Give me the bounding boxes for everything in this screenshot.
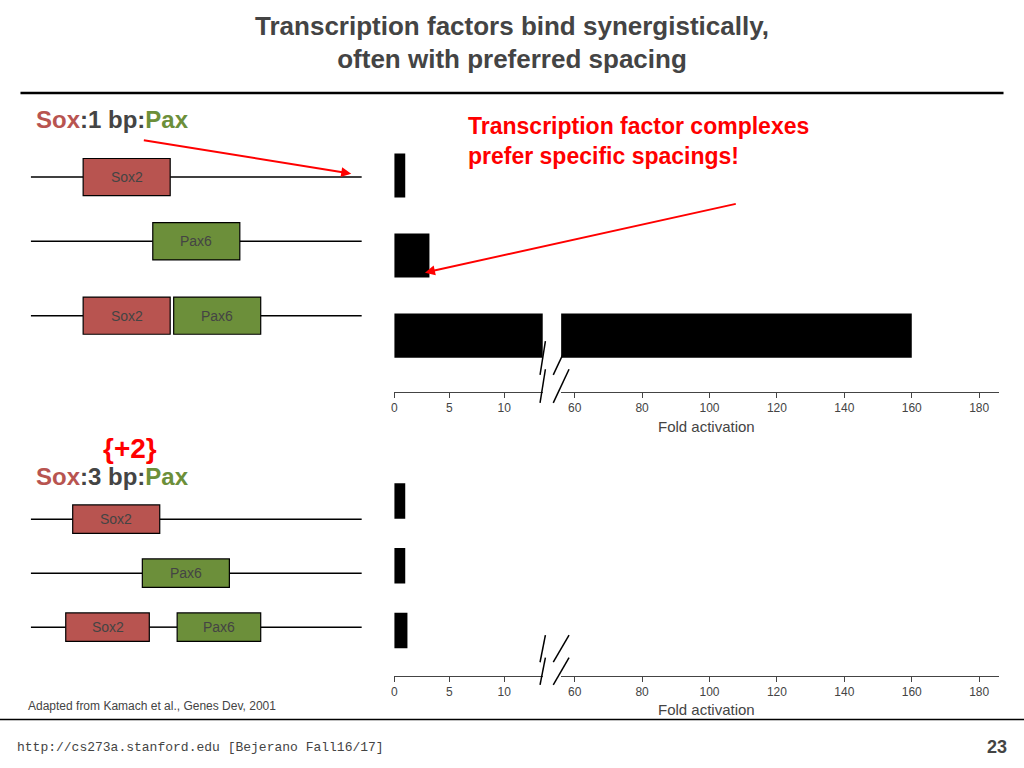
svg-text:Pax6: Pax6	[203, 619, 235, 635]
svg-text:Transcription factor complexes: Transcription factor complexesprefer spe…	[468, 113, 809, 169]
svg-text:180: 180	[969, 401, 989, 415]
svg-text:Fold activation: Fold activation	[658, 701, 755, 718]
svg-text:0: 0	[391, 401, 398, 415]
svg-text:160: 160	[902, 401, 922, 415]
svg-text:Sox:3 bp:Pax: Sox:3 bp:Pax	[36, 463, 189, 490]
svg-text:140: 140	[834, 401, 854, 415]
svg-text:180: 180	[969, 685, 989, 699]
svg-text:23: 23	[987, 737, 1007, 757]
svg-text:Adapted from Kamach et al., Ge: Adapted from Kamach et al., Genes Dev, 2…	[28, 699, 276, 713]
svg-text:Pax6: Pax6	[201, 308, 233, 324]
svg-text:5: 5	[446, 685, 453, 699]
svg-text:60: 60	[568, 685, 582, 699]
svg-text:120: 120	[767, 685, 787, 699]
svg-text:Sox2: Sox2	[111, 308, 143, 324]
svg-text:80: 80	[635, 401, 649, 415]
svg-text:{+2}: {+2}	[103, 433, 157, 464]
svg-text:0: 0	[391, 685, 398, 699]
svg-text:10: 10	[498, 685, 512, 699]
svg-text:Transcription factors bind syn: Transcription factors bind synergistical…	[255, 11, 769, 75]
svg-text:80: 80	[635, 685, 649, 699]
svg-text:5: 5	[446, 401, 453, 415]
svg-text:Pax6: Pax6	[170, 565, 202, 581]
svg-text:http://cs273a.stanford.edu [Be: http://cs273a.stanford.edu [Bejerano Fal…	[17, 740, 384, 755]
svg-text:Sox:1 bp:Pax: Sox:1 bp:Pax	[36, 106, 189, 133]
svg-text:Pax6: Pax6	[180, 233, 212, 249]
svg-text:Sox2: Sox2	[100, 511, 132, 527]
svg-text:140: 140	[834, 685, 854, 699]
svg-text:60: 60	[568, 401, 582, 415]
svg-text:Fold activation: Fold activation	[658, 418, 755, 435]
svg-text:120: 120	[767, 401, 787, 415]
svg-text:10: 10	[498, 401, 512, 415]
svg-text:160: 160	[902, 685, 922, 699]
svg-text:Sox2: Sox2	[92, 619, 124, 635]
svg-text:100: 100	[699, 685, 719, 699]
svg-text:100: 100	[699, 401, 719, 415]
svg-text:Sox2: Sox2	[111, 169, 143, 185]
